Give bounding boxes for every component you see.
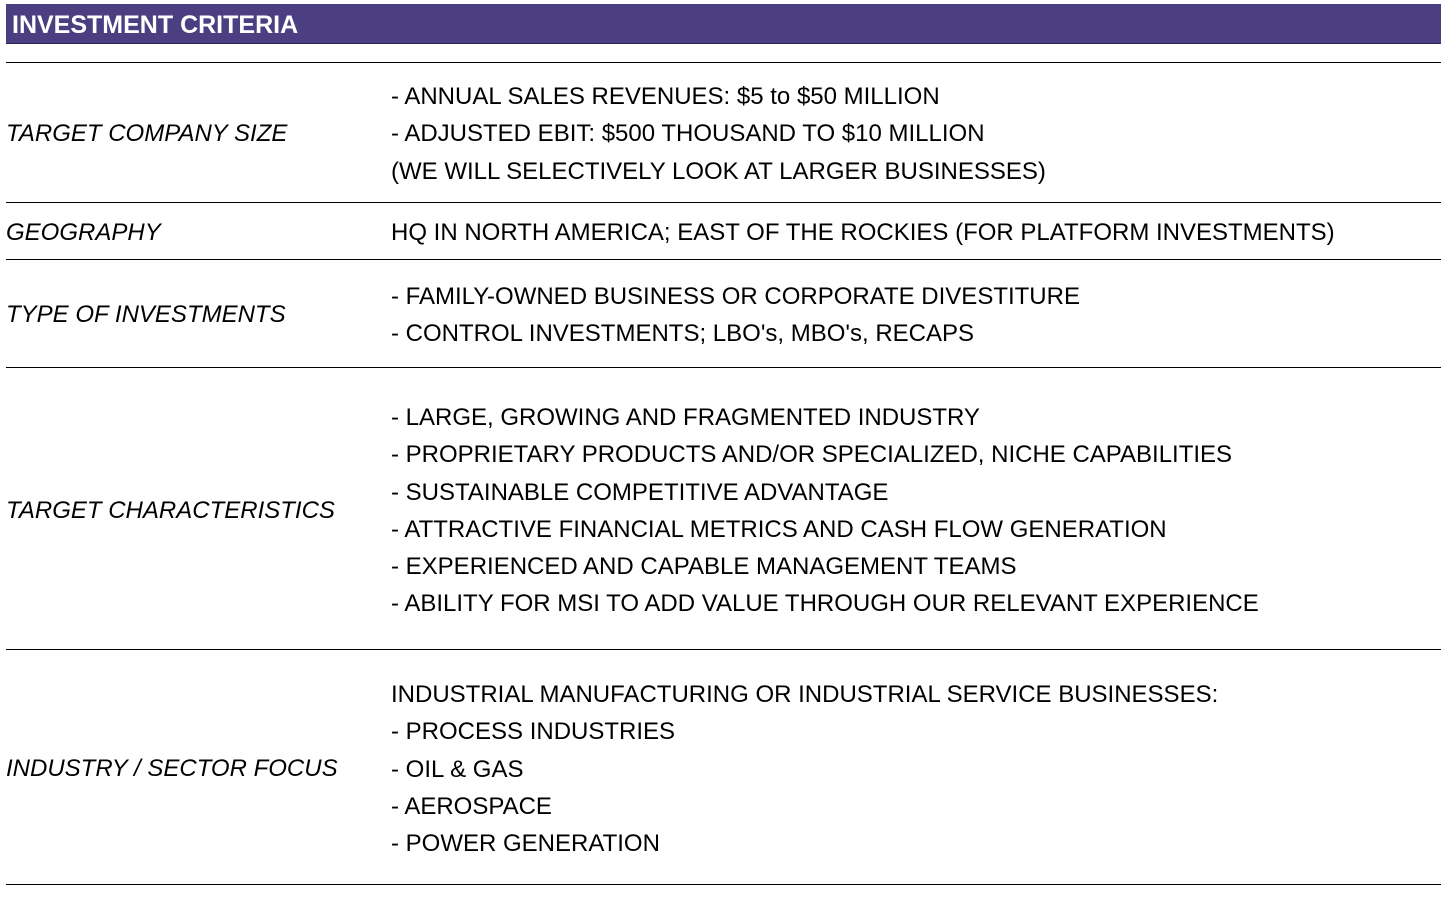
criteria-line: HQ IN NORTH AMERICA; EAST OF THE ROCKIES…: [391, 219, 1335, 246]
criteria-line: - ATTRACTIVE FINANCIAL METRICS AND CASH …: [391, 515, 1167, 543]
criteria-line: - POWER GENERATION: [391, 830, 660, 858]
divider: [6, 202, 1441, 203]
row-value-industry-sector-focus: INDUSTRIAL MANUFACTURING OR INDUSTRIAL S…: [391, 676, 1218, 862]
criteria-line: - CONTROL INVESTMENTS; LBO's, MBO's, REC…: [391, 320, 975, 348]
row-value-type-of-investments: - FAMILY-OWNED BUSINESS OR CORPORATE DIV…: [391, 278, 1080, 353]
row-label-target-company-size: TARGET COMPANY SIZE: [6, 120, 288, 147]
row-value-target-company-size: - ANNUAL SALES REVENUES: $5 to $50 MILLI…: [391, 78, 1046, 190]
criteria-line: - AEROSPACE: [391, 792, 552, 820]
criteria-line: INDUSTRIAL MANUFACTURING OR INDUSTRIAL S…: [391, 681, 1219, 708]
divider: [6, 649, 1441, 650]
page-title: INVESTMENT CRITERIA: [12, 11, 299, 39]
criteria-line: - EXPERIENCED AND CAPABLE MANAGEMENT TEA…: [391, 553, 1017, 581]
row-label-industry-sector-focus: INDUSTRY / SECTOR FOCUS: [6, 755, 338, 782]
row-label-type-of-investments: TYPE OF INVESTMENTS: [6, 301, 286, 328]
criteria-line: - PROPRIETARY PRODUCTS AND/OR SPECIALIZE…: [391, 441, 1233, 469]
row-value-geography: HQ IN NORTH AMERICA; EAST OF THE ROCKIES…: [391, 214, 1335, 251]
criteria-line: - ADJUSTED EBIT: $500 THOUSAND TO $10 MI…: [391, 120, 985, 148]
criteria-line: (WE WILL SELECTIVELY LOOK AT LARGER BUSI…: [391, 157, 1046, 185]
row-value-target-characteristics: - LARGE, GROWING AND FRAGMENTED INDUSTRY…: [391, 399, 1259, 623]
criteria-line: - SUSTAINABLE COMPETITIVE ADVANTAGE: [391, 478, 889, 506]
row-label-geography: GEOGRAPHY: [6, 219, 161, 246]
divider-top: [6, 62, 1441, 63]
criteria-line: - ABILITY FOR MSI TO ADD VALUE THROUGH O…: [391, 590, 1259, 618]
criteria-line: - PROCESS INDUSTRIES: [391, 718, 676, 746]
header-bar: INVESTMENT CRITERIA: [6, 4, 1441, 44]
criteria-line: - LARGE, GROWING AND FRAGMENTED INDUSTRY: [391, 404, 980, 431]
divider: [6, 367, 1441, 368]
criteria-line: - FAMILY-OWNED BUSINESS OR CORPORATE DIV…: [391, 283, 1080, 310]
criteria-line: - OIL & GAS: [391, 755, 524, 783]
divider: [6, 259, 1441, 260]
criteria-line: - ANNUAL SALES REVENUES: $5 to $50 MILLI…: [391, 83, 940, 110]
divider-bottom: [6, 884, 1441, 885]
row-label-target-characteristics: TARGET CHARACTERISTICS: [6, 497, 335, 524]
